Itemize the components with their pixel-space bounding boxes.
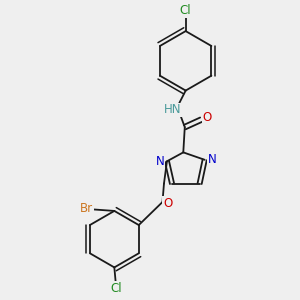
Text: HN: HN <box>164 103 182 116</box>
Text: Cl: Cl <box>180 4 191 17</box>
Text: O: O <box>163 197 172 210</box>
Text: Cl: Cl <box>110 282 122 295</box>
Text: O: O <box>202 111 212 124</box>
Text: N: N <box>155 155 164 168</box>
Text: N: N <box>207 153 216 166</box>
Text: Br: Br <box>80 202 93 215</box>
